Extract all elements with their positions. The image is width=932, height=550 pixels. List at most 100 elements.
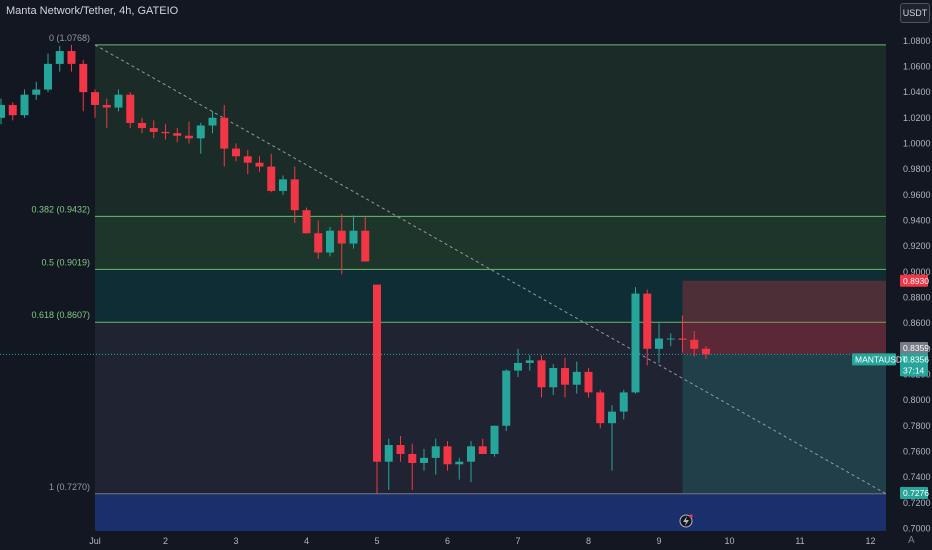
candle-body <box>396 445 405 455</box>
candle <box>443 441 452 471</box>
price-tick: 0.9400 <box>903 215 931 225</box>
price-tick: 0.9000 <box>903 267 931 277</box>
candle <box>32 81 41 100</box>
candle <box>408 443 417 490</box>
candle-body <box>173 133 182 136</box>
price-tick: 0.8600 <box>903 318 931 328</box>
candle-body <box>596 392 605 424</box>
candle <box>55 45 64 72</box>
stop-price-tag-bg <box>900 274 928 287</box>
candle <box>173 128 182 143</box>
candle-body <box>138 122 146 129</box>
candle-body <box>537 360 546 388</box>
price-tick: 1.0600 <box>903 61 931 71</box>
candle <box>232 143 240 162</box>
candle <box>666 333 675 347</box>
candle <box>279 175 287 195</box>
candle <box>608 405 616 471</box>
candle-body <box>290 179 299 211</box>
event-dot <box>689 514 693 518</box>
chart-title: Manta Network/Tether, 4h, GATEIO <box>6 5 179 17</box>
candle <box>67 44 76 72</box>
candle-body <box>114 94 123 108</box>
currency-button[interactable]: USDT <box>900 3 930 23</box>
candle-body <box>337 230 346 244</box>
candle-body <box>514 362 522 371</box>
candle-body <box>584 371 593 393</box>
candle-body <box>8 104 17 116</box>
candle <box>0 98 5 125</box>
candle-body <box>643 293 652 349</box>
entry-price-tag-text: 0.8359 <box>903 343 929 353</box>
candle-body <box>161 131 170 134</box>
time-tick: 4 <box>304 536 309 546</box>
candle-body <box>255 162 264 167</box>
fib-zones <box>95 44 886 531</box>
time-tick: 12 <box>865 536 875 546</box>
time-tick: 6 <box>445 536 450 546</box>
candle <box>161 124 170 140</box>
candle <box>208 111 217 134</box>
candle <box>126 92 135 129</box>
candle <box>255 156 264 172</box>
candle <box>20 89 29 118</box>
candle-body <box>32 89 41 95</box>
candle <box>44 53 52 93</box>
candle <box>525 355 534 371</box>
candle <box>220 104 229 167</box>
candle <box>302 207 311 234</box>
candle-body <box>455 461 464 465</box>
candle-body <box>690 339 699 349</box>
candle <box>196 122 205 154</box>
candle-body <box>702 348 710 355</box>
candle <box>337 214 346 275</box>
price-tick: 0.7600 <box>903 446 931 456</box>
candle-body <box>408 454 417 463</box>
candle-body <box>196 125 205 139</box>
candle <box>431 438 440 475</box>
last-price-tag-bg <box>900 353 928 366</box>
candle-body <box>91 92 99 105</box>
time-tick: 3 <box>233 536 238 546</box>
candle <box>290 166 299 224</box>
countdown-tag: 37:14 <box>900 364 928 377</box>
candle <box>455 457 464 480</box>
candle <box>690 330 699 357</box>
candle-body <box>361 230 370 262</box>
fib-label: 1 (0.7270) <box>49 482 90 492</box>
candle-body <box>0 104 5 118</box>
candle <box>572 361 581 394</box>
price-tick: 0.8800 <box>903 292 931 302</box>
candle-body <box>302 210 311 234</box>
candle-body <box>373 284 381 462</box>
candle <box>8 102 17 121</box>
candle <box>149 120 158 139</box>
fib-zone <box>95 44 886 217</box>
auto-scale-button[interactable]: A <box>908 535 915 546</box>
candle-body <box>666 338 675 340</box>
fib-label: 0.618 (0.8607) <box>31 310 90 320</box>
candle <box>478 438 487 455</box>
price-tick: 0.9600 <box>903 190 931 200</box>
symbol-tag: MANTAUSDT <box>852 353 907 366</box>
candle-body <box>185 135 193 139</box>
candle-body <box>126 94 135 123</box>
stop-price-tag: 0.8930 <box>900 274 929 287</box>
candle-body <box>44 63 52 90</box>
candle <box>549 364 558 395</box>
candles <box>0 44 710 494</box>
candle-body <box>267 166 276 191</box>
time-tick: 5 <box>374 536 379 546</box>
price-tick: 1.0800 <box>903 36 931 46</box>
target-zone <box>682 354 886 494</box>
time-tick: 2 <box>163 536 168 546</box>
symbol-tag-bg <box>852 353 896 366</box>
candle-body <box>420 457 428 463</box>
time-tick: 7 <box>515 536 520 546</box>
price-tick: 0.7800 <box>903 421 931 431</box>
candle <box>314 220 323 259</box>
candle-body <box>79 63 88 93</box>
candle <box>349 215 358 249</box>
candle-body <box>478 446 487 455</box>
